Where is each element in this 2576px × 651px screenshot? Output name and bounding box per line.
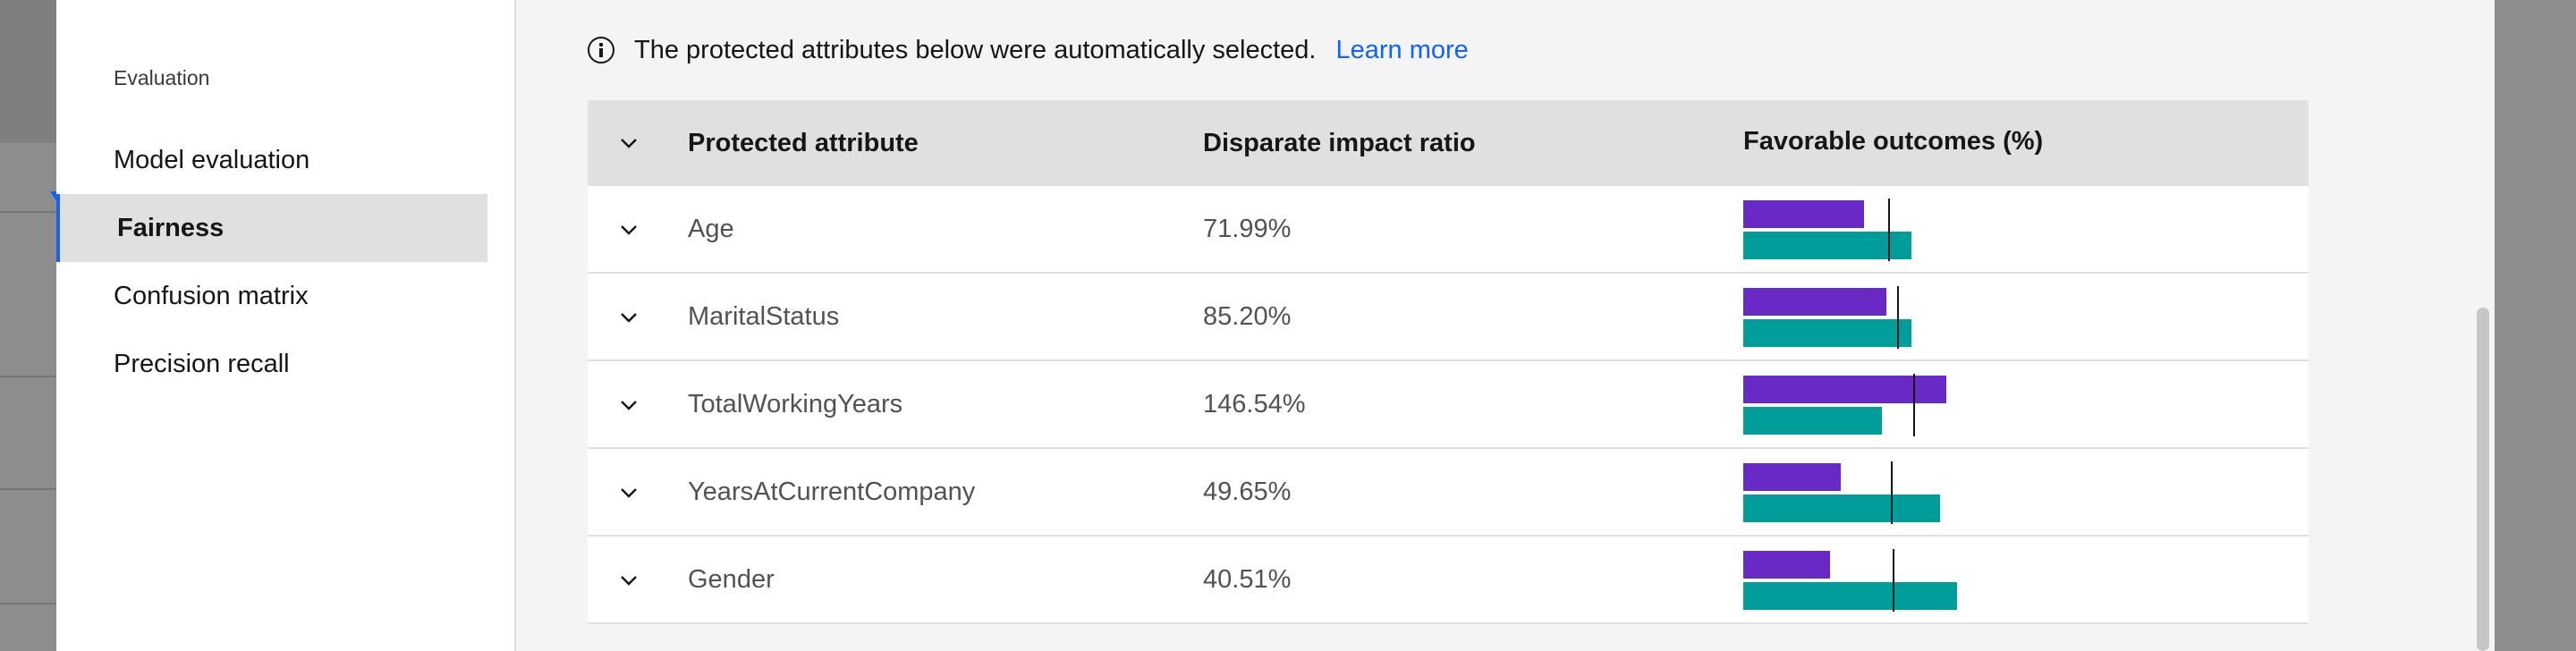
sidebar-item-precision-recall[interactable]: Precision recall [114,349,290,378]
monitored-group-bar [1743,463,1842,491]
expand-row-chevron-icon[interactable] [618,394,640,416]
protected-attribute-cell: Age [688,214,734,243]
header-favorable-outcomes: Favorable outcomes (%) [1743,127,2044,156]
disparate-impact-ratio-cell: 85.20% [1203,301,1292,331]
monitored-group-bar [1743,200,1864,228]
expand-row-chevron-icon[interactable] [618,570,640,591]
scrollbar[interactable] [2470,0,2495,651]
threshold-marker [1893,549,1895,612]
table-row[interactable]: TotalWorkingYears 146.54% [588,361,2309,449]
monitored-group-bar [1743,376,1947,403]
threshold-marker [1890,461,1893,524]
protected-attribute-cell: MaritalStatus [688,301,840,331]
monitored-group-bar [1743,551,1831,579]
reference-group-bar [1743,232,1911,259]
expand-all-chevron-icon[interactable] [618,132,640,154]
reference-group-bar [1743,582,1957,610]
reference-group-bar [1743,407,1883,435]
sidebar-item-model-evaluation[interactable]: Model evaluation [114,145,310,174]
expand-row-chevron-icon[interactable] [618,482,640,503]
threshold-marker [1888,199,1891,261]
notification-text: The protected attributes below were auto… [634,35,1317,64]
table-row[interactable]: Gender 40.51% [588,537,2309,624]
reference-group-bar [1743,495,1941,522]
table-row[interactable]: Age 71.99% [588,186,2309,274]
favorable-outcomes-chart [1743,199,2029,261]
sidebar-item-confusion-matrix[interactable]: Confusion matrix [114,281,309,310]
table-header: Protected attribute Disparate impact rat… [588,100,2309,186]
header-protected-attribute: Protected attribute [688,128,919,157]
sidebar-heading: Evaluation [114,66,210,89]
sidebar-item-fairness[interactable]: Fairness [56,194,487,262]
fairness-table: Protected attribute Disparate impact rat… [588,100,2309,624]
fairness-panel: The protected attributes below were auto… [516,0,2495,651]
evaluation-modal: Evaluation Model evaluation Fairness Con… [56,0,2495,651]
favorable-outcomes-chart [1743,461,2029,524]
monitored-group-bar [1743,288,1887,316]
table-row[interactable]: MaritalStatus 85.20% [588,274,2309,361]
table-body: Age 71.99% MaritalStatus 85.20% TotalWor… [588,186,2309,624]
info-icon [588,37,614,63]
evaluation-sidebar: Evaluation Model evaluation Fairness Con… [56,0,516,651]
disparate-impact-ratio-cell: 49.65% [1203,477,1292,506]
threshold-marker [1896,286,1899,349]
disparate-impact-ratio-cell: 146.54% [1203,389,1306,418]
disparate-impact-ratio-cell: 40.51% [1203,564,1292,594]
expand-row-chevron-icon[interactable] [618,219,640,241]
favorable-outcomes-chart [1743,374,2029,436]
info-notification: The protected attributes below were auto… [588,32,1469,68]
expand-row-chevron-icon[interactable] [618,307,640,328]
favorable-outcomes-chart [1743,286,2029,349]
reference-group-bar [1743,319,1911,347]
header-disparate-impact-ratio: Disparate impact ratio [1203,128,1476,157]
learn-more-link[interactable]: Learn more [1335,35,1469,64]
protected-attribute-cell: Gender [688,564,775,594]
disparate-impact-ratio-cell: 71.99% [1203,214,1292,243]
table-row[interactable]: YearsAtCurrentCompany 49.65% [588,449,2309,537]
scrollbar-thumb[interactable] [2477,308,2489,651]
favorable-outcomes-chart [1743,549,2029,612]
threshold-marker [1913,374,1916,436]
protected-attribute-cell: YearsAtCurrentCompany [688,477,976,506]
protected-attribute-cell: TotalWorkingYears [688,389,903,418]
background-right-edge [2495,0,2576,651]
